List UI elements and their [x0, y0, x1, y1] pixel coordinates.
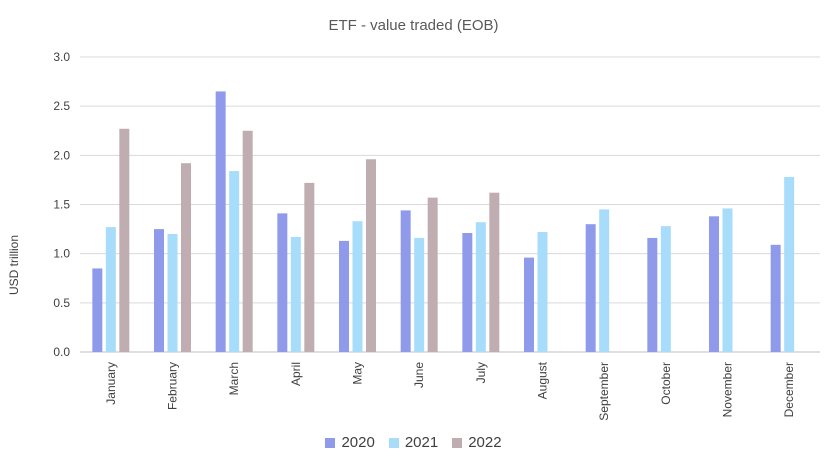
y-tick-label: 0.5 [53, 296, 70, 310]
bar-2021-june [414, 237, 425, 352]
bar-2022-january [119, 128, 130, 352]
bar-2020-may [339, 240, 349, 352]
x-tick-label: April [289, 362, 303, 386]
legend-label: 2022 [468, 434, 502, 451]
bar-2021-february [167, 234, 178, 352]
legend-item: 2021 [388, 434, 439, 451]
bar-2021-april [290, 236, 301, 352]
bar-2021-october [660, 226, 671, 352]
bar-2021-november [722, 208, 733, 352]
bar-2020-march [215, 91, 226, 353]
bar-2020-august [524, 257, 534, 352]
bar-2021-august [537, 232, 548, 352]
legend: 2020 2021 2022 [0, 434, 827, 451]
y-tick-label: 1.0 [53, 247, 70, 261]
x-tick-label: February [166, 362, 180, 410]
y-tick-label: 1.5 [53, 198, 70, 212]
bar-2022-march [242, 130, 253, 352]
bar-2020-june [400, 210, 411, 352]
bar-2021-september [599, 209, 610, 352]
legend-swatch [325, 437, 336, 448]
legend-item: 2020 [325, 434, 375, 451]
x-tick-label: October [659, 362, 673, 405]
bar-2020-november [709, 216, 719, 352]
bar-2020-july [462, 233, 473, 352]
legend-item: 2022 [452, 434, 502, 451]
bar-2020-january [92, 268, 103, 352]
bar-2021-july [475, 222, 486, 352]
x-tick-label: August [536, 361, 550, 399]
legend-swatch [452, 437, 463, 448]
y-tick-label: 2.5 [53, 99, 70, 113]
bar-2020-february [154, 229, 164, 352]
bar-2022-february [181, 163, 191, 352]
x-tick-label: December [782, 362, 796, 417]
y-tick-label: 2.0 [53, 148, 70, 162]
bar-2020-october [647, 237, 658, 352]
bar-2022-april [304, 182, 315, 352]
x-tick-label: January [104, 362, 118, 405]
legend-label: 2021 [404, 434, 439, 451]
bar-2021-january [105, 227, 116, 352]
bar-2020-september [585, 224, 596, 352]
x-tick-label: March [227, 362, 241, 395]
x-tick-label: May [351, 362, 365, 385]
y-tick-label: 3.0 [53, 50, 70, 64]
x-tick-label: September [597, 362, 611, 421]
x-tick-label: July [474, 362, 488, 383]
bar-2020-april [277, 213, 288, 352]
bar-2021-december [784, 176, 795, 352]
bar-2021-may [352, 221, 363, 352]
bar-2022-july [489, 192, 500, 352]
legend-label: 2020 [341, 434, 375, 451]
bar-2020-december [770, 244, 781, 352]
legend-swatch [388, 437, 399, 448]
bar-2022-may [366, 159, 376, 352]
bar-2021-march [229, 171, 240, 352]
x-tick-label: November [721, 362, 735, 417]
y-tick-label: 0.0 [53, 345, 70, 359]
chart-title: ETF - value traded (EOB) [328, 17, 499, 34]
x-tick-label: June [412, 362, 426, 388]
bar-2022-june [427, 197, 438, 352]
